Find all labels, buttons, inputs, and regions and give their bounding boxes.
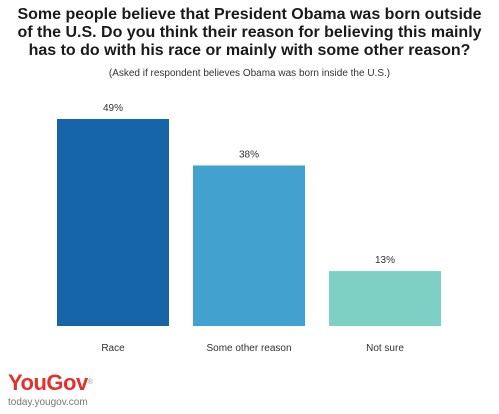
bar-race — [57, 119, 169, 326]
category-label: Not sure — [366, 343, 404, 354]
bar-not-sure — [329, 271, 441, 326]
site-url: today.yougov.com — [8, 397, 88, 408]
logo-text: YouGov — [8, 370, 88, 395]
data-label: 13% — [375, 255, 395, 266]
chart-subtitle: (Asked if respondent believes Obama was … — [108, 68, 391, 79]
category-label: Race — [101, 343, 125, 354]
category-label: Some other reason — [206, 343, 291, 354]
yougov-logo: YouGov® — [8, 370, 93, 395]
data-label: 49% — [103, 103, 123, 114]
data-label: 38% — [239, 149, 259, 160]
chart-title: Some people believe that President Obama… — [17, 6, 482, 59]
bar-some-other-reason — [193, 165, 305, 326]
registered-mark: ® — [87, 379, 93, 386]
